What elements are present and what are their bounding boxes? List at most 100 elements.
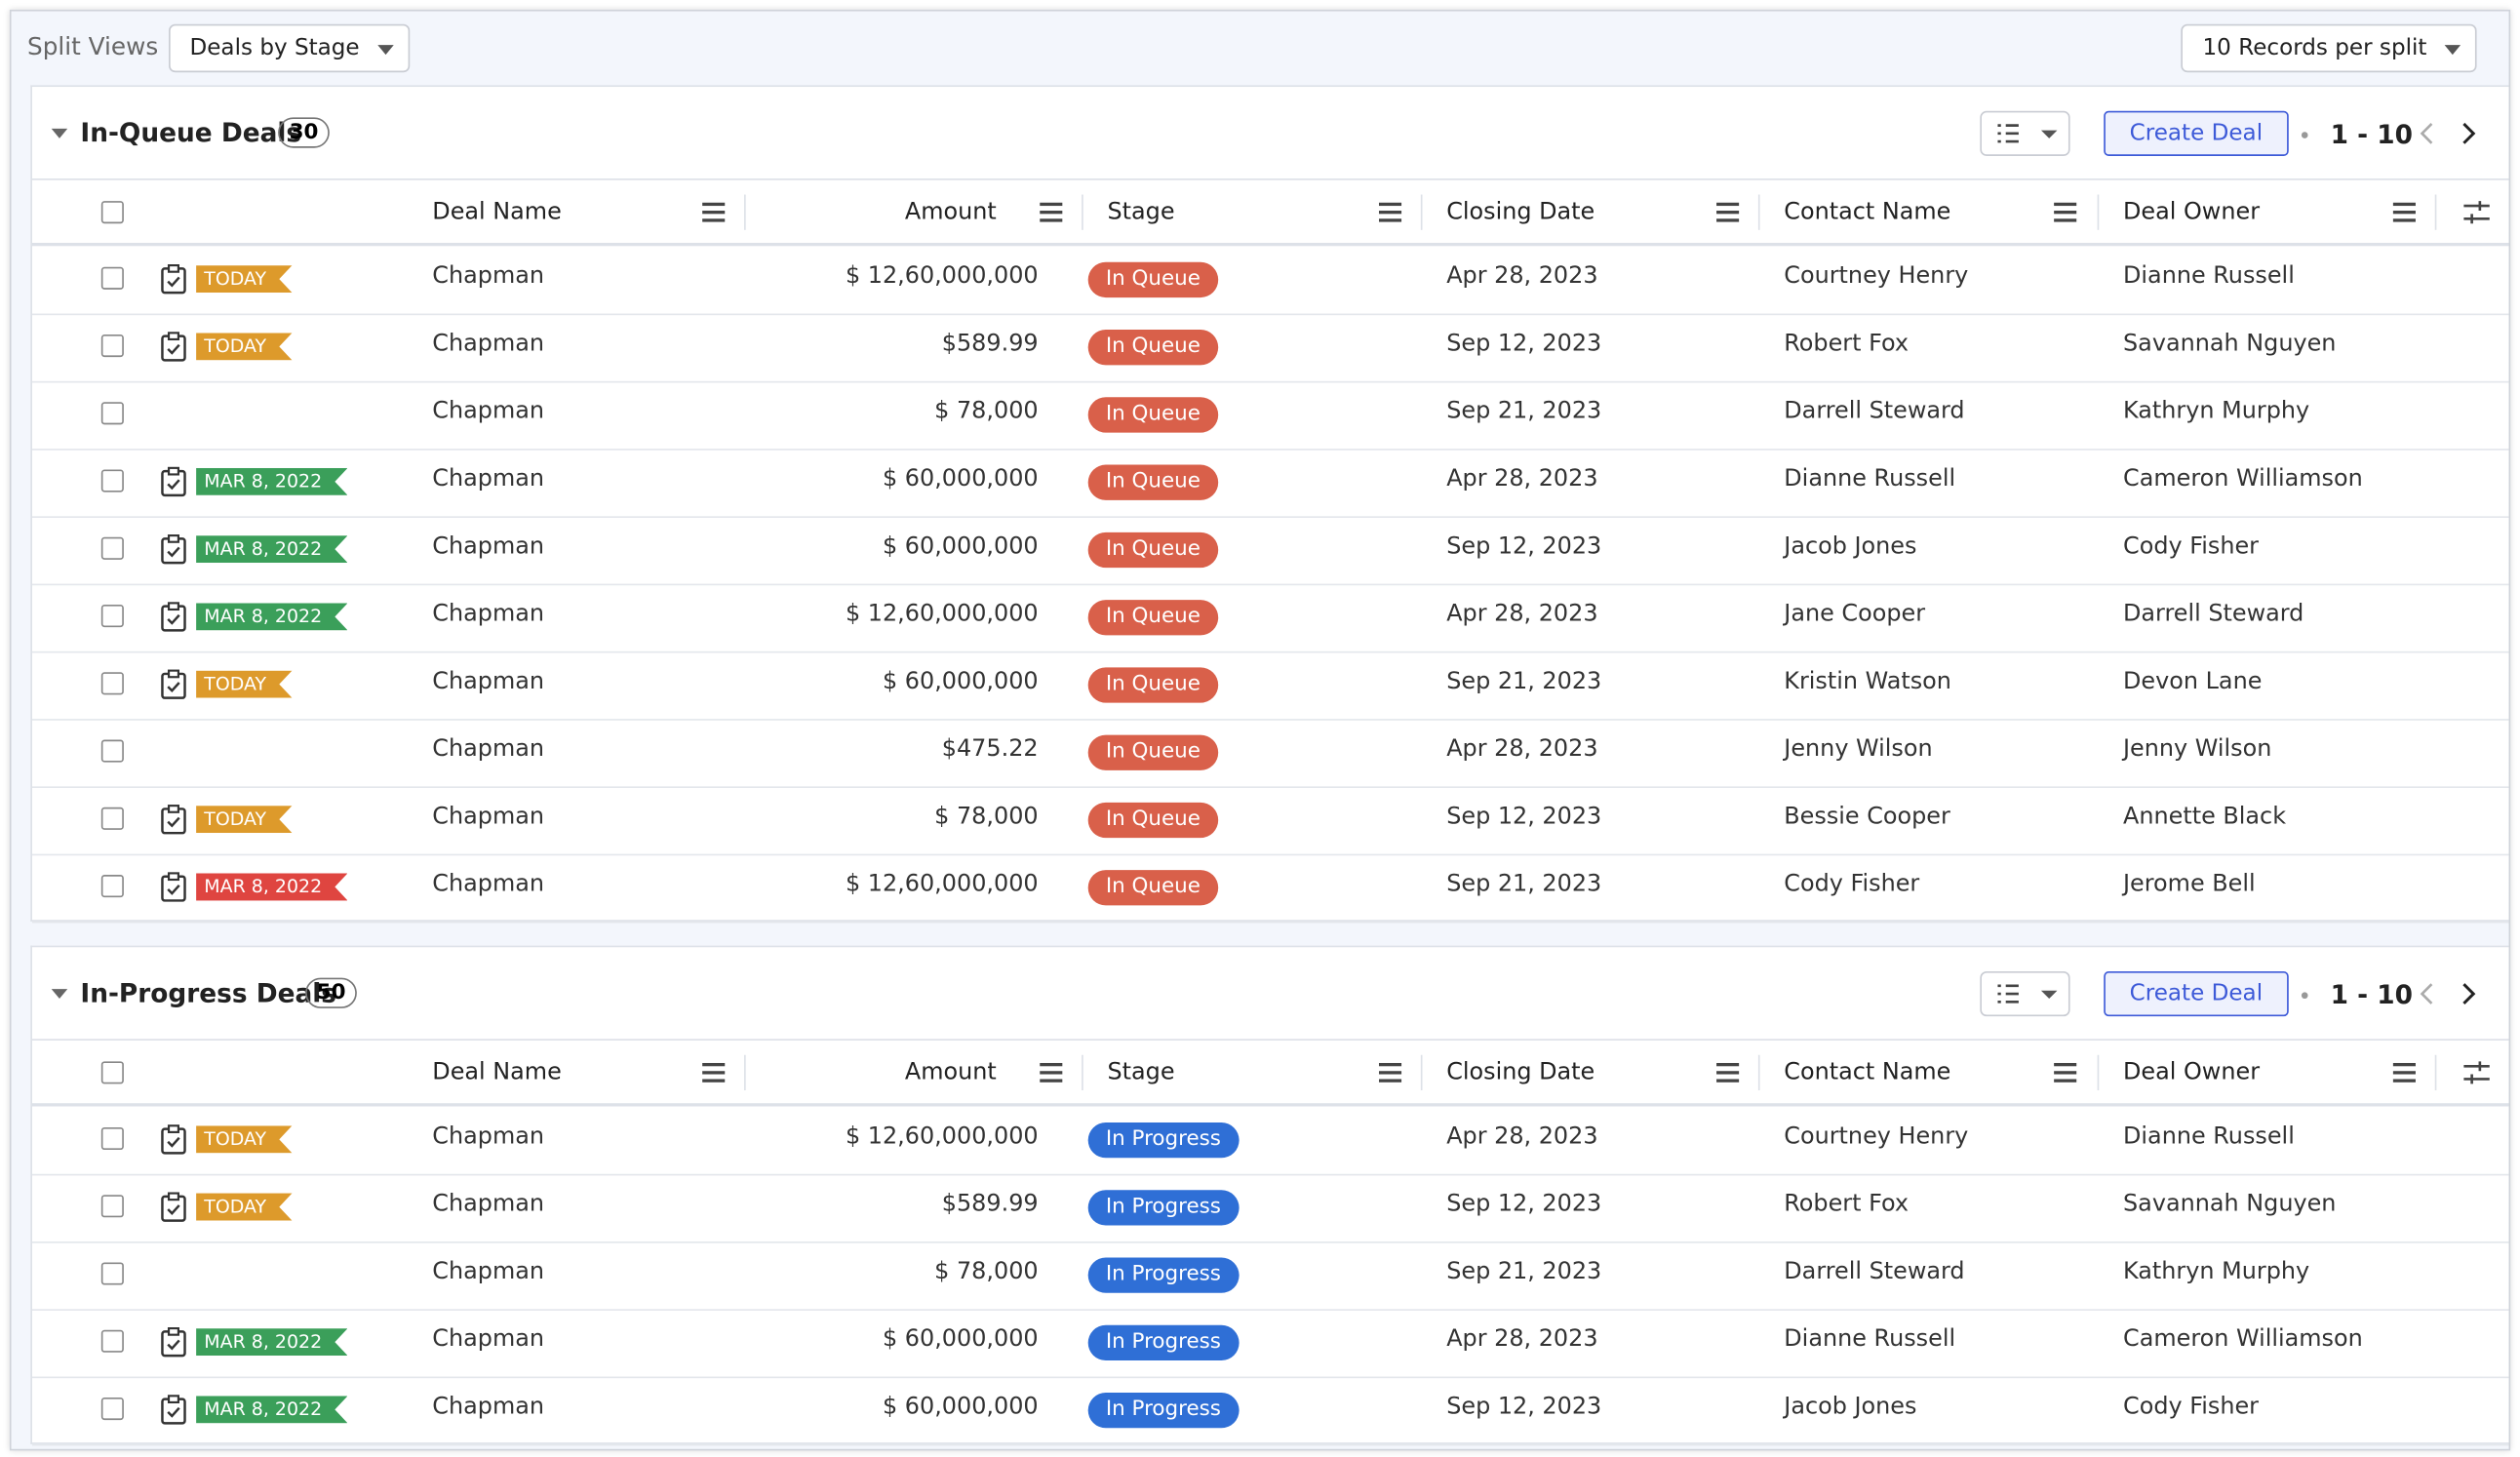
task-icon	[159, 1192, 188, 1224]
column-settings[interactable]	[2461, 196, 2493, 228]
due-tag: TODAY	[196, 806, 292, 833]
closing-date: Apr 28, 2023	[1446, 601, 1598, 628]
stage-pill: In Progress	[1087, 1324, 1240, 1361]
view-name: Deals by Stage	[189, 35, 360, 61]
column-menu[interactable]	[2392, 202, 2416, 222]
table-row: TODAY Chapman $ 78,000 In Queue Sep 12, 2023…	[31, 786, 2509, 856]
amount: $ 12,60,000,000	[845, 601, 1039, 628]
deal-name: Chapman	[432, 1191, 545, 1218]
amount: $ 60,000,000	[882, 1394, 1039, 1421]
column-menu[interactable]	[2392, 1062, 2416, 1083]
amount: $475.22	[941, 736, 1039, 763]
page-nav[interactable]	[2416, 976, 2480, 1011]
header-border	[31, 178, 2509, 180]
table-row: TODAY Chapman $ 12,60,000,000 In Progress Ap…	[31, 1107, 2509, 1176]
row-checkbox[interactable]	[100, 266, 124, 290]
column-menu[interactable]	[702, 202, 726, 222]
row-checkbox[interactable]	[100, 672, 124, 695]
clipboard-icon	[161, 332, 186, 362]
column-menu[interactable]	[1040, 202, 1063, 222]
due-tag: MAR 8, 2022	[196, 603, 347, 630]
amount: $ 78,000	[934, 804, 1039, 830]
column-menu[interactable]	[2054, 202, 2077, 222]
records-dropdown[interactable]: 10 Records per split	[2182, 23, 2477, 73]
deal-owner: Annette Black	[2123, 804, 2287, 830]
row-checkbox[interactable]	[100, 536, 124, 560]
row-checkbox[interactable]	[100, 875, 124, 898]
closing-date: Apr 28, 2023	[1446, 736, 1598, 763]
column-header: Closing Date	[1446, 199, 1595, 225]
closing-date: Sep 21, 2023	[1446, 871, 1602, 898]
deal-owner: Cameron Williamson	[2123, 1326, 2363, 1353]
stage-pill: In Queue	[1087, 330, 1219, 366]
clipboard-icon	[161, 872, 186, 902]
split-view: Split Views Deals by Stage 10 Records pe…	[9, 9, 2511, 1451]
closing-date: Sep 12, 2023	[1446, 331, 1602, 358]
caret	[2444, 45, 2461, 56]
deal-name: Chapman	[432, 804, 545, 830]
contact-name: Jenny Wilson	[1784, 736, 1933, 763]
row-checkbox[interactable]	[100, 402, 124, 425]
closing-date: Sep 21, 2023	[1446, 398, 1602, 425]
column-menu[interactable]	[1378, 1062, 1402, 1083]
column-settings[interactable]	[2461, 1056, 2493, 1088]
row-checkbox[interactable]	[100, 469, 124, 492]
due-tag: MAR 8, 2022	[196, 468, 347, 495]
row-checkbox[interactable]	[100, 1126, 124, 1151]
select-all-checkbox[interactable]	[100, 201, 124, 224]
nav-arrows	[2420, 983, 2476, 1005]
row-checkbox[interactable]	[100, 1195, 124, 1218]
column-menu[interactable]	[702, 1062, 726, 1083]
table-row: TODAY Chapman $589.99 In Progress Sep 12, 20…	[31, 1174, 2509, 1243]
clipboard-icon	[161, 669, 186, 699]
row-checkbox[interactable]	[100, 1397, 124, 1421]
table-row: MAR 8, 2022 Chapman $ 60,000,000 In Progres…	[31, 1377, 2509, 1446]
stage-pill: In Queue	[1087, 802, 1219, 839]
view-dropdown[interactable]: Deals by Stage	[169, 23, 410, 73]
view-switch[interactable]	[1980, 970, 2070, 1017]
stage-pill: In Queue	[1087, 667, 1219, 703]
column-separator	[1757, 194, 1760, 230]
settings-icon	[2463, 201, 2490, 224]
closing-date: Sep 12, 2023	[1446, 533, 1602, 560]
collapse-toggle[interactable]	[51, 128, 68, 138]
row-checkbox[interactable]	[100, 334, 124, 358]
due-tag: TODAY	[196, 671, 292, 698]
select-all-checkbox[interactable]	[100, 1061, 124, 1084]
column-menu[interactable]	[1716, 1062, 1740, 1083]
closing-date: Apr 28, 2023	[1446, 1123, 1598, 1151]
closing-date: Apr 28, 2023	[1446, 1326, 1598, 1353]
view-switch[interactable]	[1980, 110, 2070, 156]
deal-name: Chapman	[432, 1259, 545, 1285]
column-menu[interactable]	[2054, 1062, 2077, 1083]
contact-name: Courtney Henry	[1784, 263, 1969, 290]
clipboard-icon	[161, 1327, 186, 1358]
column-menu[interactable]	[1040, 1062, 1063, 1083]
contact-name: Jane Cooper	[1784, 601, 1926, 628]
column-menu[interactable]	[1378, 202, 1402, 222]
row-checkbox[interactable]	[100, 1329, 124, 1353]
row-checkbox[interactable]	[100, 605, 124, 628]
row-checkbox[interactable]	[100, 1262, 124, 1285]
due-tag: MAR 8, 2022	[196, 873, 347, 900]
table-row: MAR 8, 2022 Chapman $ 60,000,000 In Queue Ap…	[31, 449, 2509, 518]
create-deal-button[interactable]: Create Deal	[2104, 110, 2289, 156]
create-deal-button[interactable]: Create Deal	[2104, 970, 2289, 1017]
clipboard-icon	[161, 1395, 186, 1425]
deal-owner: Cody Fisher	[2123, 1394, 2260, 1421]
closing-date: Sep 21, 2023	[1446, 1259, 1602, 1285]
column-header: Stage	[1107, 199, 1175, 225]
amount: $ 60,000,000	[882, 1326, 1039, 1353]
column-separator	[744, 1054, 746, 1091]
row-checkbox[interactable]	[100, 739, 124, 763]
header-border	[31, 242, 2509, 247]
row-checkbox[interactable]	[100, 807, 124, 830]
closing-date: Sep 12, 2023	[1446, 1191, 1602, 1218]
amount: $ 12,60,000,000	[845, 871, 1039, 898]
page-nav[interactable]	[2416, 116, 2480, 151]
column-separator	[1420, 1054, 1423, 1091]
collapse-toggle[interactable]	[51, 989, 68, 1000]
amount: $ 60,000,000	[882, 533, 1039, 560]
column-menu[interactable]	[1716, 202, 1740, 222]
closing-date: Apr 28, 2023	[1446, 263, 1598, 290]
